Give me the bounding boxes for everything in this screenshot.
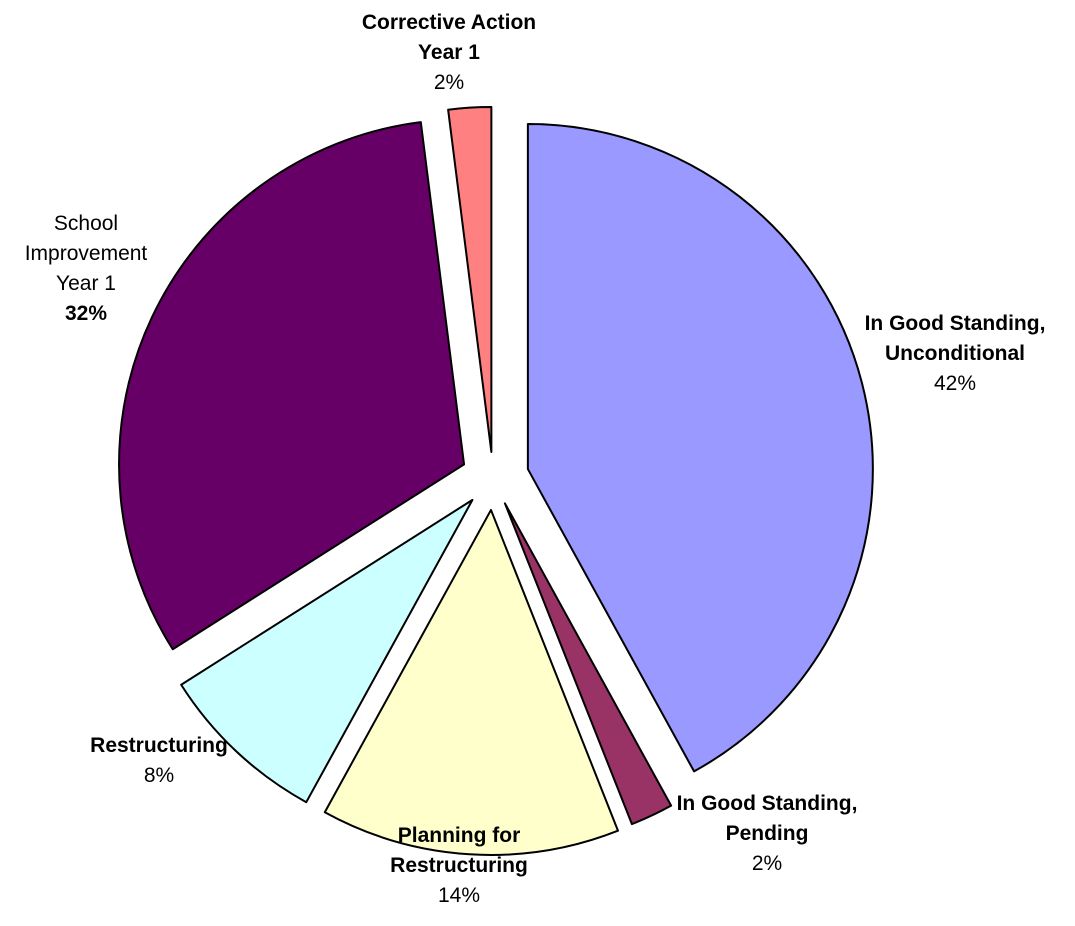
pie-slice-corrective-action-year-1 — [447, 106, 493, 454]
slice-name-line: Pending — [726, 822, 809, 845]
pie-slice-planning-for-restructuring — [323, 508, 619, 856]
slice-name-line: In Good Standing, — [865, 312, 1046, 335]
slice-label-in-good-standing-unconditional: In Good Standing, Unconditional 42% — [865, 312, 1046, 395]
slice-value-label: 2% — [434, 71, 464, 94]
pie-slice-in-good-standing-unconditional — [526, 123, 874, 773]
slice-name-line: Year 1 — [56, 272, 116, 295]
slice-value-label: 8% — [144, 764, 174, 787]
slice-name-line: School — [54, 212, 118, 235]
slice-name-line: Planning for — [398, 824, 521, 847]
slice-name-line: Year 1 — [418, 41, 480, 64]
slice-name-line: Unconditional — [885, 342, 1025, 365]
slice-label-corrective-action-year-1: Corrective Action Year 1 2% — [362, 11, 536, 94]
pie-slice-restructuring — [180, 498, 474, 804]
pie-slice-in-good-standing-pending — [503, 502, 673, 826]
pie-slice-school-improvement-year-1 — [118, 121, 466, 651]
slice-name-line: In Good Standing, — [677, 792, 858, 815]
slice-label-school-improvement-year-1: School Improvement Year 1 32% — [25, 212, 148, 325]
slice-name-line: Restructuring — [390, 854, 528, 877]
slice-value-label: 2% — [752, 852, 782, 875]
slice-value-label: 14% — [438, 884, 480, 907]
slice-value-label: 42% — [934, 372, 976, 395]
slice-value-label: 32% — [65, 302, 107, 325]
slice-label-planning-for-restructuring: Planning for Restructuring 14% — [390, 824, 528, 907]
slice-name-line: Improvement — [25, 242, 148, 265]
slice-name-line: Restructuring — [90, 734, 228, 757]
slice-label-restructuring: Restructuring 8% — [90, 734, 228, 787]
slice-label-in-good-standing-pending: In Good Standing, Pending 2% — [677, 792, 858, 875]
pie-labels: In Good Standing, Unconditional 42%In Good… — [25, 11, 1046, 907]
pie-slices — [118, 106, 874, 856]
slice-name-line: Corrective Action — [362, 11, 536, 34]
